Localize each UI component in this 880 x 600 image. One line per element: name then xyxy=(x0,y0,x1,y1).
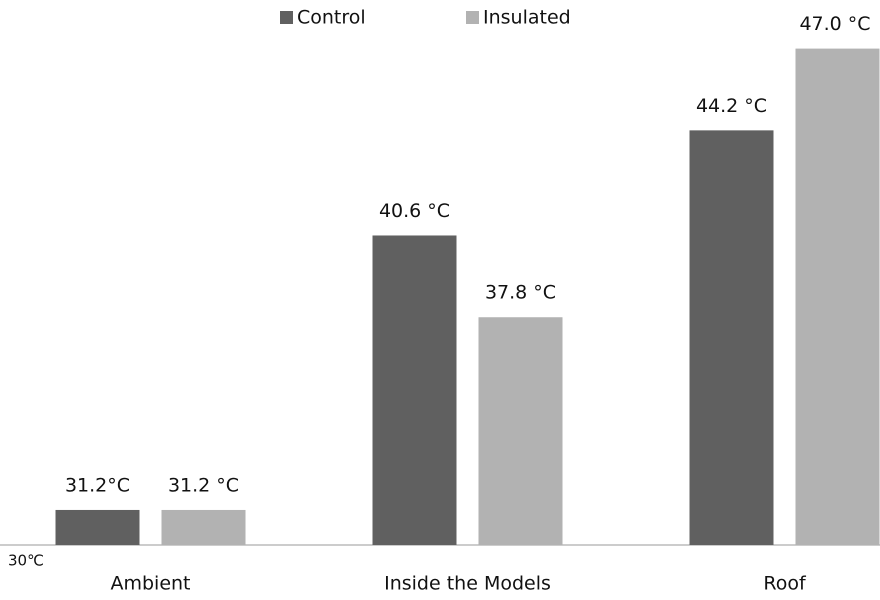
value-label: 31.2 °C xyxy=(168,474,239,496)
bar xyxy=(372,235,457,546)
y-tick-label: 30℃ xyxy=(8,552,44,570)
bar xyxy=(795,48,880,545)
bar xyxy=(55,509,140,545)
x-tick-label: Inside the Models xyxy=(384,573,551,595)
bar xyxy=(161,509,246,545)
bar xyxy=(689,130,774,546)
legend-swatch xyxy=(280,11,293,24)
legend-label: Control xyxy=(297,7,366,29)
legend-swatch xyxy=(466,11,479,24)
x-tick-label: Roof xyxy=(763,573,807,595)
value-label: 31.2°C xyxy=(65,474,130,496)
bar xyxy=(478,317,563,545)
value-label: 44.2 °C xyxy=(696,95,767,117)
value-label: 37.8 °C xyxy=(485,282,556,304)
x-tick-label: Ambient xyxy=(110,573,190,595)
legend-label: Insulated xyxy=(483,7,571,29)
value-label: 47.0 °C xyxy=(799,13,870,35)
value-label: 40.6 °C xyxy=(379,200,450,222)
